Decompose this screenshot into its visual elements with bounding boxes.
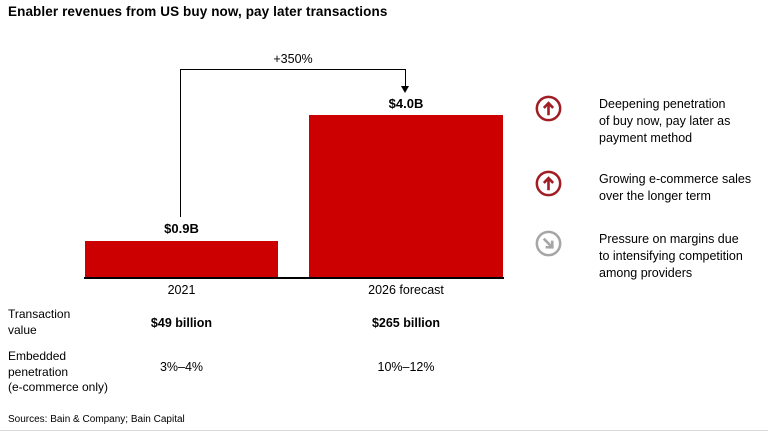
insight-text: Deepening penetration of buy now, pay la… bbox=[599, 97, 731, 145]
arrow-up-circle-icon bbox=[535, 170, 562, 197]
category-label-2021: 2021 bbox=[167, 283, 196, 297]
insight-text: Growing e-commerce sales over the longer… bbox=[599, 172, 752, 203]
bottom-divider bbox=[0, 430, 768, 431]
table-row-label-embedded-penetration: Embedded penetration (e-commerce only) bbox=[8, 349, 109, 394]
insight-text: Pressure on margins due to intensifying … bbox=[599, 232, 743, 280]
growth-arrowhead-icon bbox=[401, 86, 409, 93]
insight-row-growing-ecommerce: Growing e-commerce sales over the longer… bbox=[535, 170, 768, 205]
growth-arrow-line-horizontal bbox=[180, 69, 406, 70]
table-row-label-transaction-value: Transaction value bbox=[8, 307, 71, 337]
arrow-up-circle-icon bbox=[535, 95, 562, 122]
growth-annotation: +350% bbox=[273, 52, 313, 66]
growth-arrow-line-left bbox=[180, 69, 181, 217]
table-cell-transaction-2021: $49 billion bbox=[150, 316, 213, 330]
bar-value-label-2021: $0.9B bbox=[164, 221, 199, 236]
growth-arrow-line-right bbox=[405, 69, 406, 86]
table-cell-penetration-2026: 10%–12% bbox=[377, 360, 435, 374]
bar-2021 bbox=[85, 241, 278, 277]
table-cell-transaction-2026: $265 billion bbox=[371, 316, 441, 330]
sources-note: Sources: Bain & Company; Bain Capital bbox=[8, 414, 185, 425]
bar-2026-forecast bbox=[309, 115, 503, 277]
arrow-down-right-circle-icon bbox=[535, 230, 562, 257]
category-label-2026: 2026 forecast bbox=[368, 283, 444, 297]
bar-value-label-2026: $4.0B bbox=[388, 96, 424, 111]
x-axis-baseline bbox=[84, 277, 504, 279]
table-cell-penetration-2021: 3%–4% bbox=[159, 360, 204, 374]
insight-row-deepening-penetration: Deepening penetration of buy now, pay la… bbox=[535, 95, 768, 147]
insight-row-margin-pressure: Pressure on margins due to intensifying … bbox=[535, 230, 768, 282]
chart-title: Enabler revenues from US buy now, pay la… bbox=[8, 4, 388, 19]
